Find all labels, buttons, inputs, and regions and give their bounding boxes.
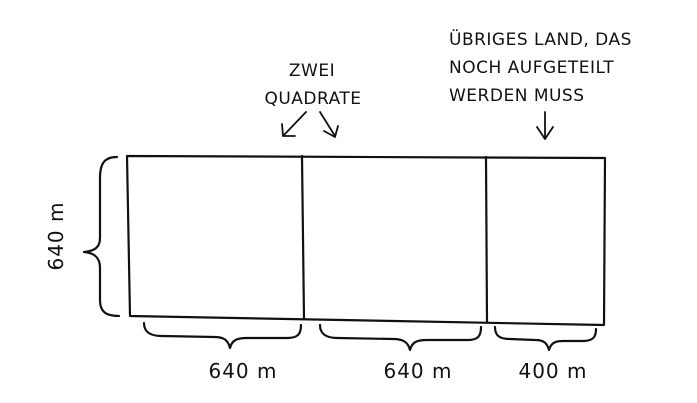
label-remaining-land-line1: ÜBRIGES LAND, DAS — [449, 28, 632, 50]
width-brace-remainder — [493, 325, 598, 352]
height-brace — [82, 155, 121, 318]
label-two-squares-line1: ZWEI — [289, 61, 335, 81]
land-rectangle — [125, 154, 607, 327]
label-remaining-land-line2: NOCH AUFGETEILT — [449, 58, 614, 78]
width-label-remainder: 400 m — [518, 359, 587, 383]
width-label-square-1: 640 m — [208, 359, 277, 383]
label-two-squares-line2: QUADRATE — [264, 89, 361, 109]
height-label: 640 m — [44, 201, 68, 270]
arrow-left-down-icon — [281, 111, 307, 137]
width-brace-square-2 — [318, 323, 483, 352]
square-divider — [300, 154, 306, 321]
arrow-down-icon — [536, 111, 554, 140]
remainder-divider — [484, 155, 489, 324]
arrow-right-down-icon — [319, 111, 339, 138]
width-label-square-2: 640 m — [383, 359, 452, 383]
label-remaining-land-line3: WERDEN MUSS — [449, 86, 585, 106]
width-brace-square-1 — [142, 321, 303, 350]
